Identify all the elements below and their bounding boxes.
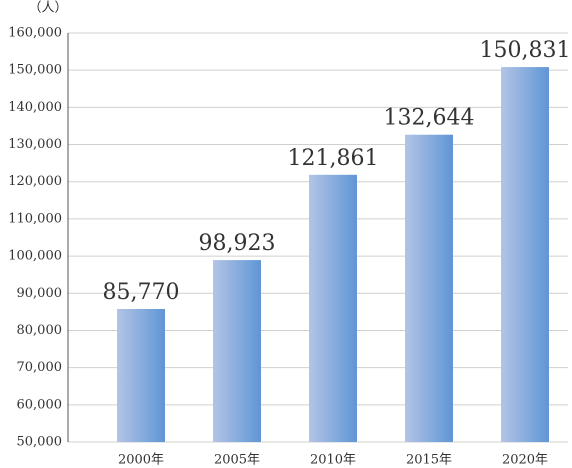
bar	[501, 67, 549, 442]
bar	[309, 174, 357, 442]
y-tick-label: 90,000	[17, 286, 63, 301]
bar	[213, 260, 261, 442]
y-tick-label: 50,000	[17, 435, 63, 450]
x-tick-label: 2000年	[118, 453, 164, 468]
bar	[117, 309, 165, 442]
x-tick-label: 2010年	[310, 453, 356, 468]
value-label: 85,770	[103, 280, 180, 305]
x-tick-label: 2015年	[406, 453, 452, 468]
y-tick-label: 80,000	[17, 323, 63, 338]
value-label: 121,861	[288, 146, 379, 171]
y-tick-label: 140,000	[8, 100, 62, 115]
value-label: 98,923	[199, 231, 276, 256]
y-tick-label: 70,000	[17, 360, 63, 375]
y-tick-label: 100,000	[8, 249, 62, 264]
y-tick-label: 130,000	[8, 137, 62, 152]
x-tick-label: 2020年	[502, 453, 548, 468]
x-tick-label: 2005年	[214, 453, 260, 468]
y-tick-label: 60,000	[17, 397, 63, 412]
bar	[405, 134, 453, 442]
y-tick-label: 120,000	[8, 174, 62, 189]
y-tick-label: 160,000	[8, 26, 62, 41]
y-tick-label: 110,000	[8, 211, 62, 226]
value-label: 150,831	[480, 38, 571, 63]
value-label: 132,644	[384, 106, 475, 131]
y-tick-label: 150,000	[8, 63, 62, 78]
y-axis-label: （人）	[28, 1, 67, 16]
